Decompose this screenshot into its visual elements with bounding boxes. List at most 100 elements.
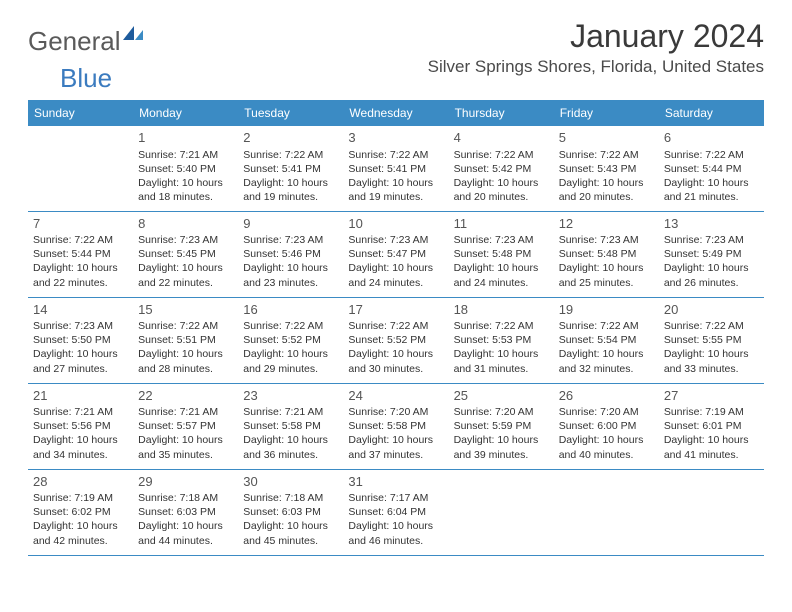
calendar-week-row: 28Sunrise: 7:19 AMSunset: 6:02 PMDayligh… xyxy=(28,469,764,555)
sunrise-line: Sunrise: 7:20 AM xyxy=(348,405,443,419)
daylight-line: Daylight: 10 hours and 36 minutes. xyxy=(243,433,338,461)
calendar-day-cell: 7Sunrise: 7:22 AMSunset: 5:44 PMDaylight… xyxy=(28,211,133,297)
daylight-line: Daylight: 10 hours and 27 minutes. xyxy=(33,347,128,375)
sunset-line: Sunset: 5:48 PM xyxy=(559,247,654,261)
logo: General xyxy=(28,24,145,59)
logo-text-general: General xyxy=(28,26,121,57)
day-number: 15 xyxy=(138,301,233,319)
sunrise-line: Sunrise: 7:23 AM xyxy=(138,233,233,247)
calendar-day-cell: 17Sunrise: 7:22 AMSunset: 5:52 PMDayligh… xyxy=(343,297,448,383)
day-number: 24 xyxy=(348,387,443,405)
day-number: 22 xyxy=(138,387,233,405)
day-number: 19 xyxy=(559,301,654,319)
calendar-day-cell: 29Sunrise: 7:18 AMSunset: 6:03 PMDayligh… xyxy=(133,469,238,555)
day-header: Monday xyxy=(133,101,238,125)
sunset-line: Sunset: 5:54 PM xyxy=(559,333,654,347)
sunset-line: Sunset: 5:57 PM xyxy=(138,419,233,433)
sunset-line: Sunset: 5:58 PM xyxy=(348,419,443,433)
day-header: Sunday xyxy=(28,101,133,125)
calendar-day-cell xyxy=(554,469,659,555)
calendar-day-cell: 3Sunrise: 7:22 AMSunset: 5:41 PMDaylight… xyxy=(343,125,448,211)
calendar-day-cell: 24Sunrise: 7:20 AMSunset: 5:58 PMDayligh… xyxy=(343,383,448,469)
sunset-line: Sunset: 5:59 PM xyxy=(454,419,549,433)
calendar-day-cell: 16Sunrise: 7:22 AMSunset: 5:52 PMDayligh… xyxy=(238,297,343,383)
sunrise-line: Sunrise: 7:23 AM xyxy=(559,233,654,247)
sunrise-line: Sunrise: 7:22 AM xyxy=(348,319,443,333)
sunrise-line: Sunrise: 7:22 AM xyxy=(559,148,654,162)
day-number: 8 xyxy=(138,215,233,233)
sunset-line: Sunset: 5:55 PM xyxy=(664,333,759,347)
day-number: 31 xyxy=(348,473,443,491)
sunset-line: Sunset: 5:56 PM xyxy=(33,419,128,433)
daylight-line: Daylight: 10 hours and 20 minutes. xyxy=(454,176,549,204)
sunrise-line: Sunrise: 7:22 AM xyxy=(243,148,338,162)
sunset-line: Sunset: 6:01 PM xyxy=(664,419,759,433)
calendar-day-cell: 1Sunrise: 7:21 AMSunset: 5:40 PMDaylight… xyxy=(133,125,238,211)
daylight-line: Daylight: 10 hours and 19 minutes. xyxy=(243,176,338,204)
sunset-line: Sunset: 5:46 PM xyxy=(243,247,338,261)
calendar-day-cell xyxy=(659,469,764,555)
daylight-line: Daylight: 10 hours and 33 minutes. xyxy=(664,347,759,375)
sunrise-line: Sunrise: 7:22 AM xyxy=(454,319,549,333)
day-number: 25 xyxy=(454,387,549,405)
calendar-body: 1Sunrise: 7:21 AMSunset: 5:40 PMDaylight… xyxy=(28,125,764,555)
calendar-day-cell: 15Sunrise: 7:22 AMSunset: 5:51 PMDayligh… xyxy=(133,297,238,383)
day-number: 16 xyxy=(243,301,338,319)
daylight-line: Daylight: 10 hours and 28 minutes. xyxy=(138,347,233,375)
daylight-line: Daylight: 10 hours and 45 minutes. xyxy=(243,519,338,547)
sunrise-line: Sunrise: 7:17 AM xyxy=(348,491,443,505)
daylight-line: Daylight: 10 hours and 31 minutes. xyxy=(454,347,549,375)
calendar-day-cell: 9Sunrise: 7:23 AMSunset: 5:46 PMDaylight… xyxy=(238,211,343,297)
day-number: 5 xyxy=(559,129,654,147)
calendar-day-cell: 19Sunrise: 7:22 AMSunset: 5:54 PMDayligh… xyxy=(554,297,659,383)
day-number: 28 xyxy=(33,473,128,491)
sunset-line: Sunset: 5:53 PM xyxy=(454,333,549,347)
sunrise-line: Sunrise: 7:20 AM xyxy=(454,405,549,419)
daylight-line: Daylight: 10 hours and 22 minutes. xyxy=(33,261,128,289)
daylight-line: Daylight: 10 hours and 24 minutes. xyxy=(348,261,443,289)
sail-icon xyxy=(123,24,145,47)
daylight-line: Daylight: 10 hours and 21 minutes. xyxy=(664,176,759,204)
sunset-line: Sunset: 5:41 PM xyxy=(348,162,443,176)
sunrise-line: Sunrise: 7:22 AM xyxy=(243,319,338,333)
calendar-day-cell: 5Sunrise: 7:22 AMSunset: 5:43 PMDaylight… xyxy=(554,125,659,211)
daylight-line: Daylight: 10 hours and 46 minutes. xyxy=(348,519,443,547)
daylight-line: Daylight: 10 hours and 20 minutes. xyxy=(559,176,654,204)
sunrise-line: Sunrise: 7:23 AM xyxy=(243,233,338,247)
daylight-line: Daylight: 10 hours and 22 minutes. xyxy=(138,261,233,289)
daylight-line: Daylight: 10 hours and 34 minutes. xyxy=(33,433,128,461)
calendar-week-row: 14Sunrise: 7:23 AMSunset: 5:50 PMDayligh… xyxy=(28,297,764,383)
day-number: 27 xyxy=(664,387,759,405)
day-number: 30 xyxy=(243,473,338,491)
calendar-day-cell: 12Sunrise: 7:23 AMSunset: 5:48 PMDayligh… xyxy=(554,211,659,297)
day-header: Friday xyxy=(554,101,659,125)
sunrise-line: Sunrise: 7:23 AM xyxy=(348,233,443,247)
sunrise-line: Sunrise: 7:23 AM xyxy=(33,319,128,333)
day-number: 9 xyxy=(243,215,338,233)
sunset-line: Sunset: 5:52 PM xyxy=(348,333,443,347)
sunrise-line: Sunrise: 7:18 AM xyxy=(243,491,338,505)
sunrise-line: Sunrise: 7:23 AM xyxy=(454,233,549,247)
day-number: 3 xyxy=(348,129,443,147)
daylight-line: Daylight: 10 hours and 29 minutes. xyxy=(243,347,338,375)
sunrise-line: Sunrise: 7:22 AM xyxy=(348,148,443,162)
day-number: 2 xyxy=(243,129,338,147)
sunrise-line: Sunrise: 7:22 AM xyxy=(33,233,128,247)
calendar-day-cell: 6Sunrise: 7:22 AMSunset: 5:44 PMDaylight… xyxy=(659,125,764,211)
logo-text-blue: Blue xyxy=(60,63,112,93)
day-header: Saturday xyxy=(659,101,764,125)
calendar-day-cell: 21Sunrise: 7:21 AMSunset: 5:56 PMDayligh… xyxy=(28,383,133,469)
sunset-line: Sunset: 5:43 PM xyxy=(559,162,654,176)
daylight-line: Daylight: 10 hours and 32 minutes. xyxy=(559,347,654,375)
sunset-line: Sunset: 5:44 PM xyxy=(33,247,128,261)
daylight-line: Daylight: 10 hours and 25 minutes. xyxy=(559,261,654,289)
sunrise-line: Sunrise: 7:20 AM xyxy=(559,405,654,419)
sunrise-line: Sunrise: 7:23 AM xyxy=(664,233,759,247)
sunset-line: Sunset: 5:44 PM xyxy=(664,162,759,176)
sunset-line: Sunset: 5:52 PM xyxy=(243,333,338,347)
daylight-line: Daylight: 10 hours and 23 minutes. xyxy=(243,261,338,289)
sunrise-line: Sunrise: 7:21 AM xyxy=(138,148,233,162)
calendar-day-cell: 8Sunrise: 7:23 AMSunset: 5:45 PMDaylight… xyxy=(133,211,238,297)
day-number: 26 xyxy=(559,387,654,405)
calendar-day-cell xyxy=(449,469,554,555)
